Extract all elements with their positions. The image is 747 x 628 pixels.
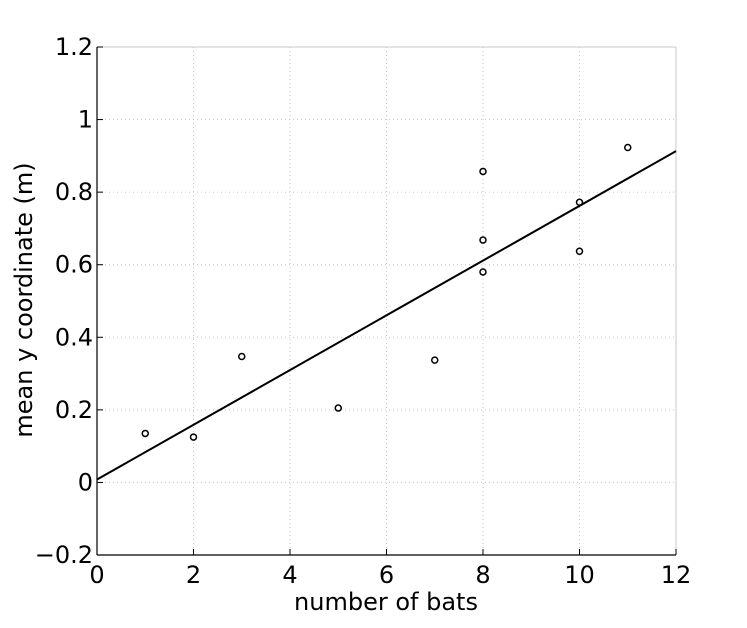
y-tick-label: 1.2 (55, 33, 93, 61)
data-point (624, 143, 632, 152)
data-point (479, 236, 487, 244)
x-tick-label: 2 (186, 561, 201, 589)
y-tick-label: 0.4 (55, 323, 93, 351)
fit-layer (96, 150, 677, 481)
x-tick-label: 10 (564, 561, 595, 589)
points-layer (141, 143, 632, 441)
data-point (238, 352, 246, 361)
data-point (575, 247, 584, 256)
data-point (189, 433, 198, 441)
y-tick-label: 0.8 (55, 178, 93, 206)
x-tick-label: 4 (282, 561, 297, 589)
x-tick-label: 6 (379, 561, 394, 589)
y-tick-label: 0 (78, 468, 93, 496)
ticks-layer: 0 2 4 6 8 10 12−0.200.20.40.60.811.2 (35, 33, 692, 589)
grid-layer (97, 47, 676, 555)
y-tick-label: 1 (78, 106, 93, 134)
data-point (334, 404, 342, 412)
x-tick-label: 8 (475, 561, 490, 589)
y-tick-label: 0.6 (55, 251, 93, 279)
x-tick-label: 12 (661, 561, 692, 589)
data-point (479, 268, 487, 276)
y-axis-label: mean y coordinate (m) (10, 162, 38, 437)
regression-line (96, 150, 677, 481)
y-tick-label: −0.2 (35, 541, 93, 569)
x-tick-label: 0 (89, 561, 104, 589)
data-point (431, 356, 439, 364)
data-point (479, 167, 487, 176)
data-point (575, 198, 584, 207)
y-tick-label: 0.2 (55, 396, 93, 424)
x-axis-label: number of bats (294, 588, 478, 616)
data-point (141, 429, 149, 438)
